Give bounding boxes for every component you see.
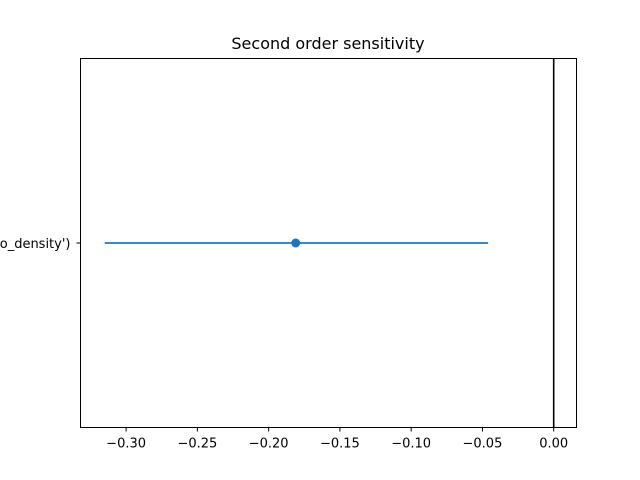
chart-title: Second order sensitivity [231, 34, 424, 53]
x-tick-label: −0.05 [463, 437, 503, 452]
x-tick-label: −0.30 [106, 437, 146, 452]
x-tick-label: −0.20 [249, 437, 289, 452]
x-tick-label: −0.15 [320, 437, 360, 452]
estimate-point [291, 238, 301, 248]
x-tick-label: −0.25 [177, 437, 217, 452]
x-tick-label: −0.10 [391, 437, 431, 452]
y-tick-label: o_density') [0, 237, 71, 252]
x-tick-label: 0.00 [539, 437, 568, 452]
